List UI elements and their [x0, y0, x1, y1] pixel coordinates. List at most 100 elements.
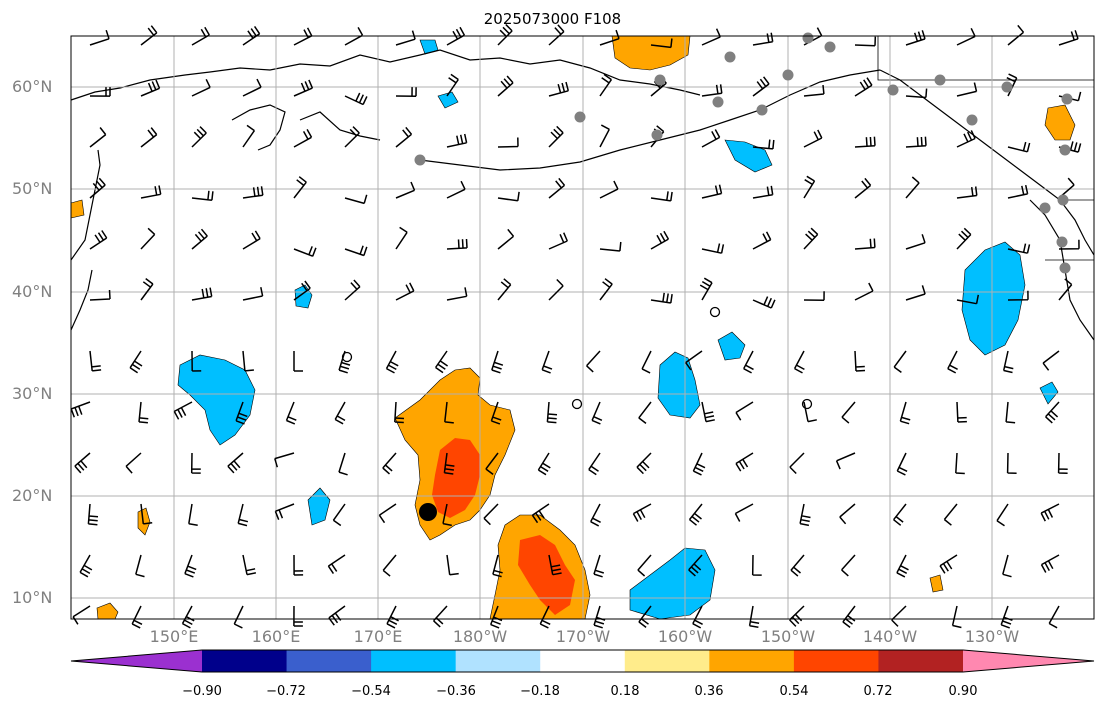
- wind-barb: [131, 605, 143, 629]
- lon-label-170e: 170°E: [353, 627, 403, 646]
- anomaly-positive-small2: [96, 602, 119, 620]
- wind-barb: [293, 246, 317, 257]
- wind-barb: [242, 554, 257, 576]
- lat-label-40n: 40°N: [12, 282, 53, 301]
- wind-barb: [89, 230, 108, 250]
- wind-barb: [129, 350, 143, 374]
- wind-barb: [854, 36, 877, 47]
- wind-barb: [752, 296, 776, 309]
- station-dot: [1061, 93, 1073, 105]
- wind-barb: [242, 287, 264, 301]
- wind-barb: [492, 554, 503, 578]
- wind-barb: [87, 503, 99, 526]
- wind-barb: [74, 452, 91, 474]
- wind-barbs: [70, 23, 1082, 629]
- wind-barb: [701, 184, 723, 199]
- wind-barb: [685, 350, 703, 371]
- anomaly-negative-sub: [307, 487, 331, 526]
- wind-barb: [835, 452, 856, 470]
- wind-barb: [905, 88, 928, 99]
- wind-barb: [334, 401, 346, 425]
- wind-barb: [735, 401, 754, 421]
- wind-barb: [735, 452, 754, 472]
- station-dot: [1057, 194, 1069, 206]
- station-dot: [756, 104, 768, 116]
- wind-barb: [650, 191, 673, 202]
- colorbar-tick: 0.90: [948, 684, 978, 699]
- wind-barb: [293, 554, 304, 576]
- wind-barb: [140, 278, 154, 301]
- colorbar-extend-low: [71, 650, 202, 672]
- anomaly-negative-east: [961, 241, 1026, 356]
- anomaly-strong-south: [518, 535, 575, 615]
- wind-barb: [344, 126, 360, 148]
- wind-barb: [548, 554, 562, 576]
- wind-barb: [293, 605, 303, 627]
- wind-barb: [636, 452, 652, 475]
- wind-barb: [752, 185, 774, 199]
- wind-barb: [497, 23, 513, 46]
- wind-barb: [650, 38, 673, 49]
- station-dot: [654, 74, 666, 86]
- station-dot: [802, 32, 814, 44]
- wind-barb: [497, 191, 520, 202]
- wind-barb: [446, 554, 459, 576]
- wind-barb: [789, 605, 805, 627]
- wind-barb: [854, 136, 876, 148]
- wind-barb: [446, 287, 468, 301]
- wind-barb: [140, 227, 156, 250]
- wind-barb: [956, 27, 976, 46]
- wind-barb: [790, 554, 805, 577]
- wind-barb: [701, 129, 721, 148]
- wind-barb: [905, 136, 927, 148]
- wind-barb: [386, 605, 399, 629]
- lon-label-160w: 160°W: [657, 627, 713, 646]
- wind-barb: [1040, 503, 1060, 522]
- wind-barb: [650, 292, 673, 304]
- wind-barb: [395, 30, 416, 46]
- wind-barb: [382, 554, 397, 577]
- colorbar-segment: [624, 650, 710, 672]
- wind-barb: [799, 503, 811, 527]
- anomaly-positive-ne: [1044, 104, 1076, 141]
- wind-barb: [537, 452, 551, 476]
- wind-barb: [905, 176, 920, 199]
- wind-barb: [237, 503, 249, 527]
- wind-barb: [854, 77, 873, 97]
- shaded-fields: [70, 35, 1076, 620]
- wind-barb: [1002, 350, 1014, 374]
- wind-barb: [789, 452, 805, 475]
- wind-barb: [590, 503, 601, 527]
- wind-barb: [327, 554, 346, 575]
- station-dot: [966, 114, 978, 126]
- wind-barb: [803, 175, 816, 199]
- anomaly-negative-gulf: [724, 139, 773, 173]
- wind-barb: [599, 278, 613, 301]
- wind-barb: [395, 126, 413, 148]
- wind-barb: [854, 350, 866, 372]
- station-dot: [712, 96, 724, 108]
- wind-barb: [996, 503, 1009, 527]
- wind-barb: [1058, 239, 1080, 250]
- station-dot: [824, 41, 836, 53]
- wind-barb: [490, 401, 502, 425]
- station-markers: [414, 32, 1073, 274]
- wind-barb: [752, 139, 775, 150]
- lon-label-150w: 150°W: [760, 627, 816, 646]
- wind-barb: [1048, 605, 1060, 629]
- colorbar-extend-high: [963, 650, 1094, 672]
- anomaly-positive-small4: [929, 574, 944, 593]
- wind-barb: [591, 401, 603, 425]
- colorbar-segment: [709, 650, 795, 672]
- wind-barb: [1057, 452, 1068, 474]
- wind-barb: [140, 127, 158, 148]
- wind-barb: [842, 605, 856, 628]
- wind-barb: [483, 503, 499, 526]
- wind-barb: [943, 503, 958, 526]
- wind-barb: [191, 350, 202, 372]
- wind-barb: [72, 605, 91, 625]
- colorbar-tick: 0.72: [863, 684, 893, 699]
- wind-barb: [734, 503, 754, 522]
- wind-barb: [125, 452, 142, 474]
- wind-barb: [1040, 554, 1060, 573]
